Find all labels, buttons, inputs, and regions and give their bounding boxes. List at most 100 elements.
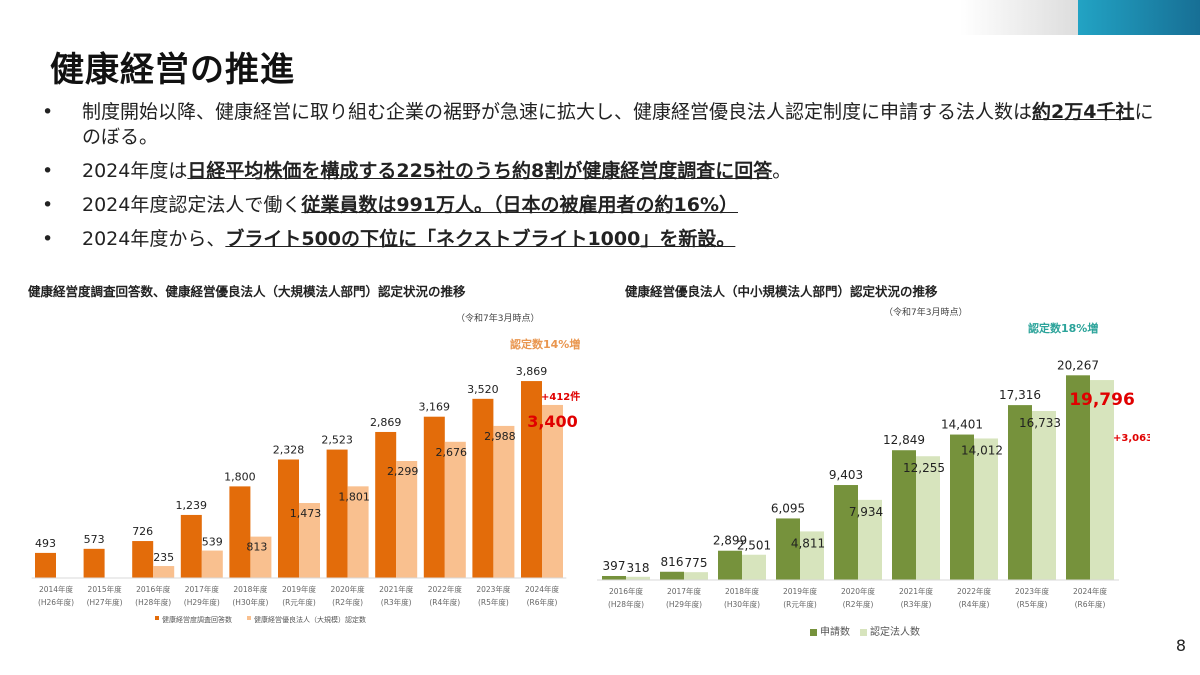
data-label: 397 bbox=[603, 559, 626, 573]
chart-left-note: （令和7年3月時点） bbox=[456, 314, 540, 324]
x-tick-label: (R2年度) bbox=[332, 597, 363, 607]
x-tick-label: 2019年度 bbox=[282, 584, 317, 594]
data-label: 1,239 bbox=[176, 499, 208, 512]
bar-secondary bbox=[974, 438, 998, 580]
bar-primary bbox=[278, 459, 299, 578]
bullet-item: 制度開始以降、健康経営に取り組む企業の裾野が急速に拡大し、健康経営優良法人認定制… bbox=[38, 100, 1168, 150]
bar-primary bbox=[776, 518, 800, 580]
bullet-list: 制度開始以降、健康経営に取り組む企業の裾野が急速に拡大し、健康経営優良法人認定制… bbox=[38, 100, 1168, 261]
x-tick-label: (R2年度) bbox=[843, 599, 874, 609]
bar-primary bbox=[1066, 375, 1090, 580]
data-label: 2,328 bbox=[273, 444, 305, 457]
data-label: 2,988 bbox=[484, 430, 516, 443]
x-tick-label: (H30年度) bbox=[724, 599, 760, 609]
bar-secondary bbox=[396, 460, 418, 578]
bullet-emphasis: ブライト500の下位に「ネクストブライト1000」を新設。 bbox=[225, 228, 736, 250]
bar-secondary bbox=[347, 486, 369, 578]
x-tick-label: (R5年度) bbox=[478, 597, 509, 607]
legend-label: 申請数 bbox=[820, 625, 850, 638]
x-tick-label: 2017年度 bbox=[185, 584, 220, 594]
bar-secondary bbox=[1090, 380, 1114, 580]
annotation-increase: 認定数18%増 bbox=[1028, 321, 1098, 335]
annotation-diff: +412件 bbox=[541, 390, 580, 403]
x-tick-label: (H26年度) bbox=[38, 597, 74, 607]
data-label: 3,520 bbox=[467, 383, 499, 396]
data-label: 3,169 bbox=[419, 401, 451, 414]
bar-secondary bbox=[201, 550, 223, 578]
data-label: 19,796 bbox=[1069, 390, 1135, 410]
x-tick-label: 2016年度 bbox=[609, 586, 644, 596]
x-tick-label: (R6年度) bbox=[527, 597, 558, 607]
legend-swatch bbox=[247, 616, 251, 620]
page-title: 健康経営の推進 bbox=[50, 50, 295, 90]
data-label: 6,095 bbox=[771, 501, 805, 515]
bar-primary bbox=[1008, 405, 1032, 580]
bullet-emphasis: 従業員数は991万人。（日本の被雇用者の約16%） bbox=[301, 194, 738, 216]
bar-secondary bbox=[444, 441, 466, 578]
data-label: 2,523 bbox=[321, 434, 353, 447]
bar-secondary bbox=[916, 456, 940, 580]
data-label: 3,869 bbox=[516, 365, 548, 378]
chart-left-title: 健康経営度調査回答数、健康経営優良法人（大規模法人部門）認定状況の推移 bbox=[28, 284, 466, 299]
x-tick-label: 2020年度 bbox=[331, 584, 366, 594]
x-tick-label: (R5年度) bbox=[1017, 599, 1048, 609]
data-label: 7,934 bbox=[849, 505, 883, 519]
chart-right: 397 318 2016年度 (H28年度) 816 775 2017年度 (H29年度) 2,… bbox=[597, 321, 1150, 638]
data-label: 12,255 bbox=[903, 461, 945, 475]
x-tick-label: (R3年度) bbox=[901, 599, 932, 609]
data-label: 3,400 bbox=[527, 412, 578, 431]
bar-secondary bbox=[153, 566, 175, 578]
x-tick-label: 2015年度 bbox=[88, 584, 123, 594]
chart-right-note: （令和7年3月時点） bbox=[884, 308, 968, 318]
data-label: 2,899 bbox=[713, 534, 747, 548]
bar-secondary bbox=[684, 572, 708, 580]
bar-secondary bbox=[858, 499, 882, 580]
data-label: 2,676 bbox=[436, 446, 468, 459]
x-tick-label: 2024年度 bbox=[1073, 586, 1108, 596]
bar-secondary bbox=[299, 503, 320, 578]
data-label: 16,733 bbox=[1019, 416, 1061, 430]
bar-primary bbox=[229, 486, 251, 578]
x-tick-label: (R元年度) bbox=[783, 599, 817, 609]
x-tick-label: 2020年度 bbox=[841, 586, 876, 596]
x-tick-label: 2022年度 bbox=[957, 586, 992, 596]
legend-label: 健康経営度調査回答数 bbox=[162, 615, 232, 624]
bar-secondary bbox=[800, 531, 824, 580]
data-label: 2,299 bbox=[387, 465, 419, 478]
x-tick-label: 2019年度 bbox=[783, 586, 818, 596]
data-label: 816 bbox=[661, 555, 684, 569]
x-tick-label: 2018年度 bbox=[725, 586, 760, 596]
bar-secondary bbox=[742, 554, 766, 580]
bar-primary bbox=[35, 552, 56, 578]
legend-swatch bbox=[860, 629, 867, 636]
bar-primary bbox=[83, 548, 105, 578]
data-label: 20,267 bbox=[1057, 358, 1099, 372]
x-tick-label: (H30年度) bbox=[232, 597, 268, 607]
x-tick-label: (H29年度) bbox=[666, 599, 702, 609]
bar-primary bbox=[602, 575, 626, 580]
data-label: 235 bbox=[153, 551, 174, 564]
bar-secondary bbox=[626, 576, 650, 580]
bar-primary bbox=[180, 514, 202, 578]
data-label: 1,473 bbox=[290, 507, 322, 520]
data-label: 775 bbox=[685, 556, 708, 570]
bullet-item: 2024年度から、ブライト500の下位に「ネクストブライト1000」を新設。 bbox=[38, 227, 1168, 252]
x-tick-label: (H28年度) bbox=[608, 599, 644, 609]
bar-secondary bbox=[1032, 410, 1056, 580]
x-tick-label: (R4年度) bbox=[429, 597, 460, 607]
bullet-text: 2024年度認定法人で働く bbox=[82, 194, 302, 216]
x-tick-label: (R元年度) bbox=[282, 597, 316, 607]
annotation-increase: 認定数14%増 bbox=[510, 337, 580, 351]
x-tick-label: 2024年度 bbox=[525, 584, 560, 594]
bullet-text: 2024年度は bbox=[82, 160, 188, 182]
bullet-text: 制度開始以降、健康経営に取り組む企業の裾野が急速に拡大し、健康経営優良法人認定制… bbox=[82, 101, 1033, 123]
bar-secondary bbox=[542, 404, 563, 578]
data-label: 1,800 bbox=[224, 470, 256, 483]
annotation-diff: +3,063件 bbox=[1113, 431, 1150, 444]
x-tick-label: (H29年度) bbox=[184, 597, 220, 607]
data-label: 318 bbox=[627, 561, 650, 575]
header-band-gray bbox=[960, 0, 1078, 35]
x-tick-label: 2017年度 bbox=[667, 586, 702, 596]
bullet-text: にのぼる。 bbox=[82, 101, 1154, 148]
bar-secondary bbox=[250, 536, 272, 578]
